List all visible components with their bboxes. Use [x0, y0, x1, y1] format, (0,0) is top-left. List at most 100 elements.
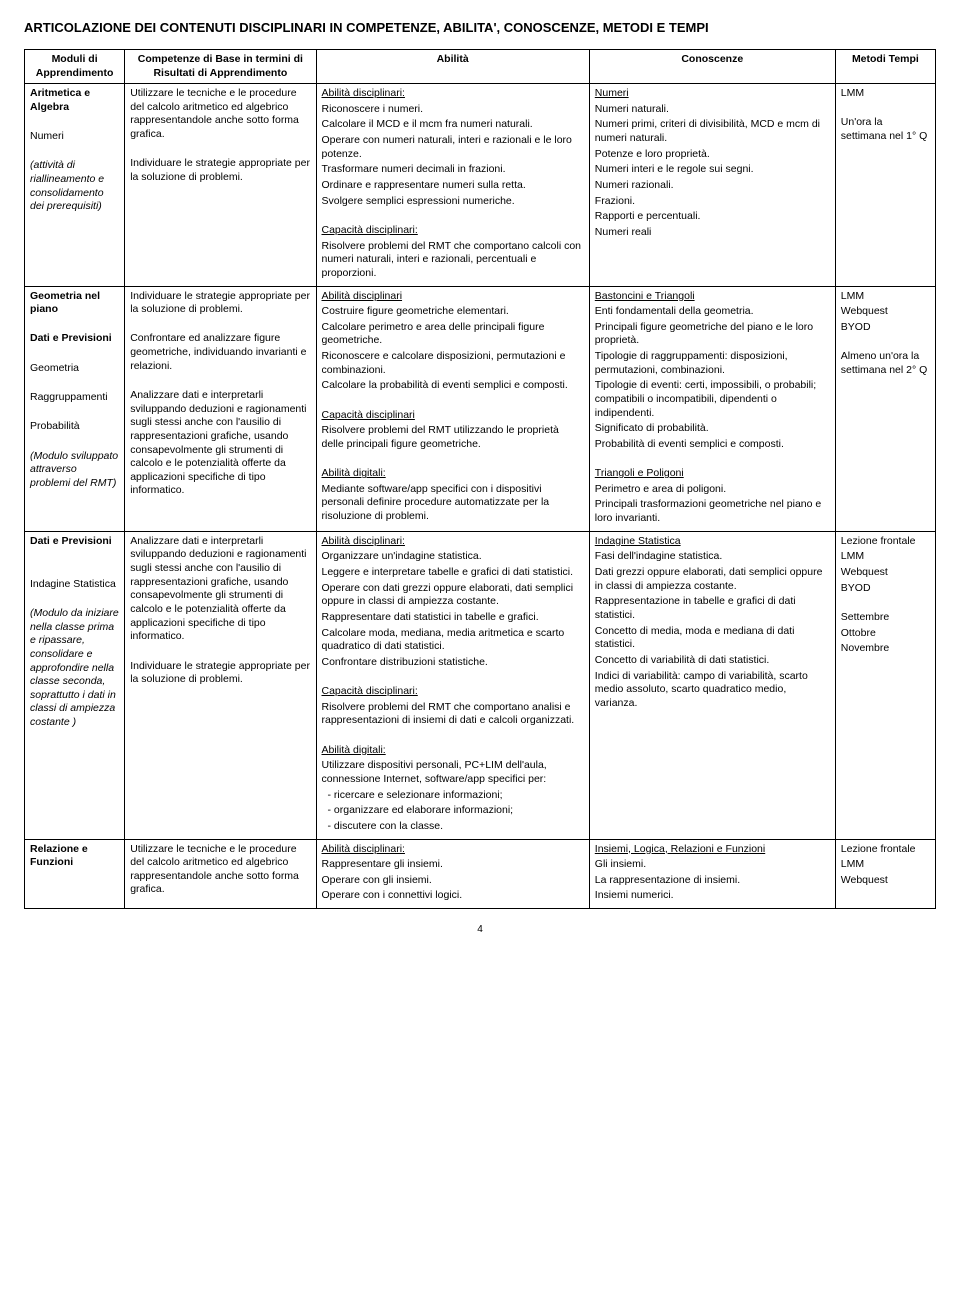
capacita-text: Risolvere problemi del RMT utilizzando l…: [322, 424, 584, 451]
abilita-text: Confrontare distribuzioni statistiche.: [322, 656, 584, 670]
cell-competenze: Analizzare dati e interpretarli sviluppa…: [125, 531, 316, 839]
abilita-text: Calcolare perimetro e area delle princip…: [322, 321, 584, 348]
abilita-heading: Abilità disciplinari: [322, 290, 584, 304]
conoscenze-text: Enti fondamentali della geometria.: [595, 305, 830, 319]
conoscenze-heading: Indagine Statistica: [595, 535, 830, 549]
table-row: Dati e Previsioni Indagine Statistica (M…: [25, 531, 936, 839]
abilita-text: Costruire figure geometriche elementari.: [322, 305, 584, 319]
abilita-text: Calcolare moda, mediana, media aritmetic…: [322, 627, 584, 654]
page-number: 4: [24, 923, 936, 936]
conoscenze-text: Fasi dell'indagine statistica.: [595, 550, 830, 564]
header-metodi: Metodi Tempi: [835, 49, 935, 83]
module-note: (attività di riallineamento e consolidam…: [30, 159, 119, 214]
capacita-heading: Capacità disciplinari: [322, 409, 584, 423]
competenza-text: Utilizzare le tecniche e le procedure de…: [130, 87, 310, 142]
competenza-text: Utilizzare le tecniche e le procedure de…: [130, 843, 310, 898]
abilita-heading: Abilità disciplinari:: [322, 535, 584, 549]
conoscenze-text: Principali figure geometriche del piano …: [595, 321, 830, 348]
table-row: Relazione e Funzioni Utilizzare le tecni…: [25, 839, 936, 909]
digitali-heading: Abilità digitali:: [322, 467, 584, 481]
abilita-text: Leggere e interpretare tabelle e grafici…: [322, 566, 584, 580]
abilita-text: Ordinare e rappresentare numeri sulla re…: [322, 179, 584, 193]
conoscenze-text: Numeri interi e le regole sui segni.: [595, 163, 830, 177]
cell-metodi: Lezione frontale LMM Webquest BYOD Sette…: [835, 531, 935, 839]
page-title: ARTICOLAZIONE DEI CONTENUTI DISCIPLINARI…: [24, 20, 936, 37]
abilita-text: Operare con dati grezzi oppure elaborati…: [322, 582, 584, 609]
abilita-text: Organizzare un'indagine statistica.: [322, 550, 584, 564]
conoscenze-text: Potenze e loro proprietà.: [595, 148, 830, 162]
abilita-heading: Abilità disciplinari:: [322, 843, 584, 857]
conoscenze-text: Probabilità di eventi semplici e compost…: [595, 438, 830, 452]
abilita-text: Operare con gli insiemi.: [322, 874, 584, 888]
abilita-text: Riconoscere e calcolare disposizioni, pe…: [322, 350, 584, 377]
cell-metodi: LMM Un'ora la settimana nel 1° Q: [835, 84, 935, 286]
abilita-text: Svolgere semplici espressioni numeriche.: [322, 195, 584, 209]
module-title: Geometria nel piano: [30, 290, 119, 317]
cell-abilita: Abilità disciplinari: Rappresentare gli …: [316, 839, 589, 909]
table-row: Aritmetica e Algebra Numeri (attività di…: [25, 84, 936, 286]
conoscenze-text: Numeri primi, criteri di divisibilità, M…: [595, 118, 830, 145]
abilita-text: Rappresentare dati statistici in tabelle…: [322, 611, 584, 625]
abilita-text: Operare con i connettivi logici.: [322, 889, 584, 903]
module-sub: Probabilità: [30, 420, 119, 434]
cell-metodi: LMM Webquest BYOD Almeno un'ora la setti…: [835, 286, 935, 531]
capacita-text: Risolvere problemi del RMT che comportan…: [322, 701, 584, 728]
conoscenze-text: Numeri naturali.: [595, 103, 830, 117]
metodi-text: Webquest: [841, 305, 930, 319]
cell-moduli: Aritmetica e Algebra Numeri (attività di…: [25, 84, 125, 286]
module-sub: Indagine Statistica: [30, 578, 119, 592]
cell-competenze: Individuare le strategie appropriate per…: [125, 286, 316, 531]
conoscenze-heading: Insiemi, Logica, Relazioni e Funzioni: [595, 843, 830, 857]
conoscenze-text: Rappresentazione in tabelle e grafici di…: [595, 595, 830, 622]
cell-moduli: Relazione e Funzioni: [25, 839, 125, 909]
capacita-heading: Capacità disciplinari:: [322, 224, 584, 238]
conoscenze-heading: Triangoli e Poligoni: [595, 467, 830, 481]
module-title: Relazione e Funzioni: [30, 843, 119, 870]
module-note: (Modulo sviluppato attraverso problemi d…: [30, 450, 119, 491]
abilita-text: Operare con numeri naturali, interi e ra…: [322, 134, 584, 161]
module-note: (Modulo da iniziare nella classe prima e…: [30, 607, 119, 730]
metodi-text: BYOD: [841, 582, 930, 596]
metodi-text: LMM: [841, 550, 930, 564]
abilita-heading: Abilità disciplinari:: [322, 87, 584, 101]
cell-conoscenze: Insiemi, Logica, Relazioni e Funzioni Gl…: [589, 839, 835, 909]
capacita-text: Risolvere problemi del RMT che comportan…: [322, 240, 584, 281]
cell-competenze: Utilizzare le tecniche e le procedure de…: [125, 839, 316, 909]
cell-competenze: Utilizzare le tecniche e le procedure de…: [125, 84, 316, 286]
cell-moduli: Dati e Previsioni Indagine Statistica (M…: [25, 531, 125, 839]
abilita-text: Calcolare il MCD e il mcm fra numeri nat…: [322, 118, 584, 132]
metodi-text: LMM: [841, 87, 930, 101]
metodi-text: LMM: [841, 858, 930, 872]
cell-metodi: Lezione frontale LMM Webquest: [835, 839, 935, 909]
module-sub: Numeri: [30, 130, 119, 144]
table-row: Geometria nel piano Dati e Previsioni Ge…: [25, 286, 936, 531]
conoscenze-text: Dati grezzi oppure elaborati, dati sempl…: [595, 566, 830, 593]
conoscenze-text: Tipologie di eventi: certi, impossibili,…: [595, 379, 830, 420]
module-title: Dati e Previsioni: [30, 535, 119, 549]
conoscenze-text: Significato di probabilità.: [595, 422, 830, 436]
conoscenze-text: Insiemi numerici.: [595, 889, 830, 903]
header-moduli: Moduli di Apprendimento: [25, 49, 125, 83]
metodi-text: Settembre: [841, 611, 930, 625]
header-competenze: Competenze di Base in termini di Risulta…: [125, 49, 316, 83]
abilita-text: Rappresentare gli insiemi.: [322, 858, 584, 872]
content-table: Moduli di Apprendimento Competenze di Ba…: [24, 49, 936, 909]
metodi-text: Lezione frontale: [841, 843, 930, 857]
conoscenze-text: Concetto di media, moda e mediana di dat…: [595, 625, 830, 652]
header-row: Moduli di Apprendimento Competenze di Ba…: [25, 49, 936, 83]
cell-conoscenze: Numeri Numeri naturali. Numeri primi, cr…: [589, 84, 835, 286]
cell-abilita: Abilità disciplinari: Organizzare un'ind…: [316, 531, 589, 839]
header-conoscenze: Conoscenze: [589, 49, 835, 83]
capacita-heading: Capacità disciplinari:: [322, 685, 584, 699]
competenza-text: Analizzare dati e interpretarli sviluppa…: [130, 389, 310, 498]
digitali-item: - ricercare e selezionare informazioni;: [328, 789, 584, 803]
cell-conoscenze: Bastoncini e Triangoli Enti fondamentali…: [589, 286, 835, 531]
module-sub: Geometria: [30, 362, 119, 376]
abilita-text: Riconoscere i numeri.: [322, 103, 584, 117]
conoscenze-text: Principali trasformazioni geometriche ne…: [595, 498, 830, 525]
module-title: Aritmetica e Algebra: [30, 87, 119, 114]
conoscenze-text: Concetto di variabilità di dati statisti…: [595, 654, 830, 668]
metodi-text: Lezione frontale: [841, 535, 930, 549]
competenza-text: Analizzare dati e interpretarli sviluppa…: [130, 535, 310, 644]
conoscenze-heading: Bastoncini e Triangoli: [595, 290, 830, 304]
